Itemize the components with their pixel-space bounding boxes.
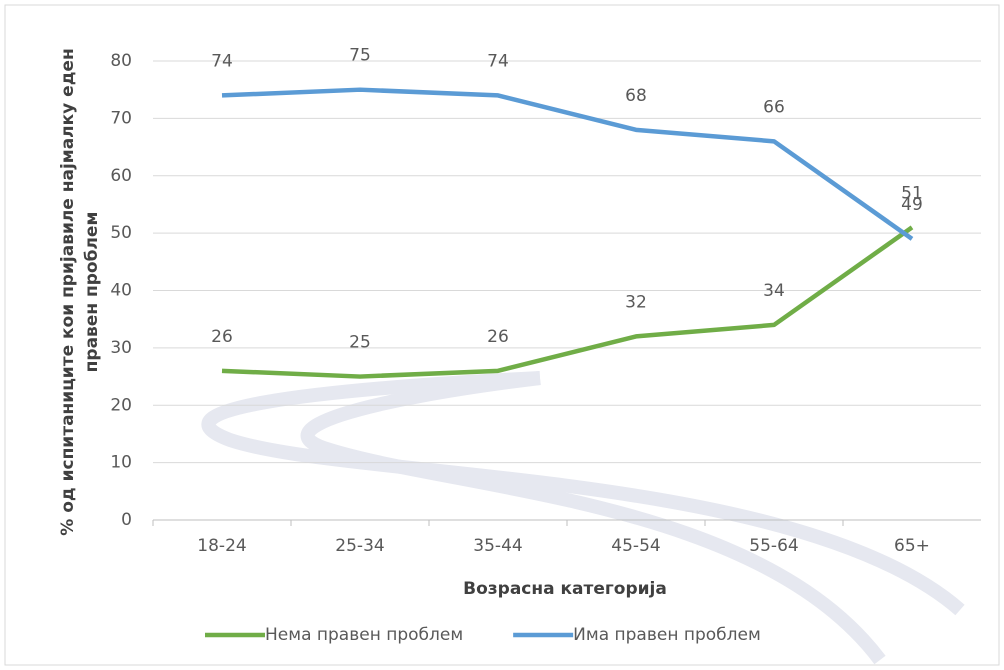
y-tick-label: 40 bbox=[110, 281, 132, 301]
data-label: 66 bbox=[763, 97, 785, 117]
x-tick-label: 45-54 bbox=[611, 536, 660, 556]
chart-border bbox=[4, 4, 1000, 666]
y-tick-label: 0 bbox=[121, 510, 132, 530]
y-axis-title: % од испитаниците кои пријавиле најмалку… bbox=[58, 48, 78, 535]
y-tick-label: 50 bbox=[110, 223, 132, 243]
series-line bbox=[221, 87, 914, 241]
x-tick-label: 18-24 bbox=[197, 536, 246, 556]
y-tick-label: 70 bbox=[110, 108, 132, 128]
data-label: 74 bbox=[211, 51, 233, 71]
y-tick-label: 60 bbox=[110, 166, 132, 186]
x-tick-label: 55-64 bbox=[749, 536, 798, 556]
y-tick-label: 10 bbox=[110, 453, 132, 473]
legend-label: Нема правен проблем bbox=[265, 625, 463, 645]
y-tick-label: 20 bbox=[110, 395, 132, 415]
x-tick-label: 25-34 bbox=[335, 536, 384, 556]
y-tick-label: 80 bbox=[110, 51, 132, 71]
data-label: 34 bbox=[763, 281, 785, 301]
legend-label: Има правен проблем bbox=[573, 625, 761, 645]
data-label: 68 bbox=[625, 86, 647, 106]
x-tick-label: 65+ bbox=[894, 536, 930, 556]
data-label: 49 bbox=[901, 195, 923, 215]
series-line bbox=[221, 225, 914, 379]
y-tick-label: 30 bbox=[110, 338, 132, 358]
y-axis-title: правен проблем bbox=[82, 212, 102, 373]
data-label: 26 bbox=[211, 327, 233, 347]
data-label: 74 bbox=[487, 51, 509, 71]
x-tick-label: 35-44 bbox=[473, 536, 522, 556]
data-label: 32 bbox=[625, 292, 647, 312]
data-label: 75 bbox=[349, 46, 371, 66]
data-label: 51 bbox=[901, 183, 923, 203]
x-axis-title: Возрасна категорија bbox=[463, 579, 667, 599]
data-label: 26 bbox=[487, 327, 509, 347]
data-label: 25 bbox=[349, 333, 371, 353]
